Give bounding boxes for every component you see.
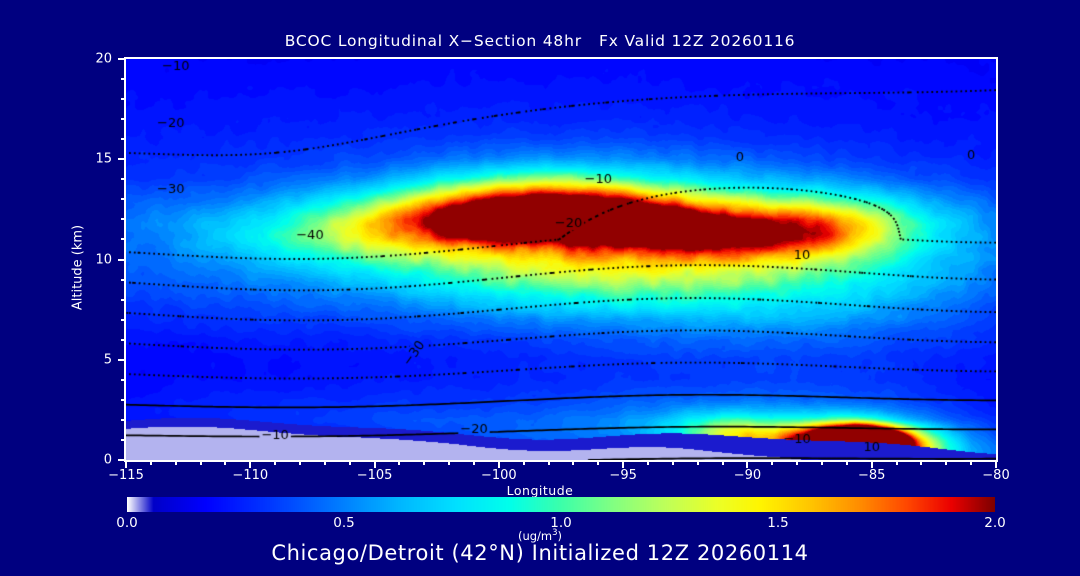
plot-area [124,57,998,462]
x-tick-mark [249,460,252,468]
x-tick-minor [323,460,326,465]
y-tick-minor [121,138,126,141]
x-tick-minor [945,460,948,465]
colorbar-units-text: (ug/m [517,528,553,543]
y-tick-mark [118,459,126,461]
colorbar-tick-label: 1.5 [767,515,789,531]
y-tick-minor [121,118,126,121]
x-tick-label: −110 [232,468,269,483]
x-tick-minor [771,460,774,465]
x-tick-minor [473,460,475,465]
y-tick-minor [121,418,126,421]
x-tick-minor [895,460,898,465]
y-tick-label: 15 [95,151,112,167]
y-tick-label: 0 [103,452,112,468]
chart-title: BCOC Longitudinal X−Section 48hr Fx Vali… [284,32,796,50]
chart-caption: Chicago/Detroit (42°N) Initialized 12Z 2… [271,541,809,565]
x-tick-label: −105 [356,468,393,483]
x-tick-mark [622,460,625,468]
x-tick-minor [572,460,575,465]
x-tick-minor [522,460,525,465]
colorbar-gradient [127,497,995,512]
x-tick-label: −80 [982,468,1010,483]
x-tick-minor [398,460,401,465]
x-tick-minor [547,460,550,465]
colorbar-tick-label: 2.0 [984,515,1006,531]
y-tick-mark [118,58,126,60]
x-tick-minor [423,460,426,465]
x-tick-minor [696,460,699,465]
y-axis-label: Altitude (km) [70,224,86,311]
y-tick-minor [121,438,126,441]
x-tick-minor [597,460,600,465]
y-tick-minor [121,378,126,381]
y-tick-minor [121,338,126,341]
colorbar-tick-label: 1.0 [550,515,572,531]
x-tick-minor [174,460,177,465]
x-tick-mark [746,460,749,468]
colorbar [127,497,995,512]
x-tick-label: −85 [857,468,886,483]
x-tick-label: −95 [609,468,637,483]
y-tick-mark [118,258,126,261]
y-tick-label: 20 [95,51,112,67]
y-tick-minor [121,278,126,281]
y-tick-minor [121,178,126,181]
x-tick-label: −90 [733,468,762,483]
x-tick-label: −100 [480,468,517,483]
colorbar-units: (ug/m3) [0,528,1080,543]
x-tick-minor [199,460,202,465]
x-tick-minor [721,460,724,465]
x-tick-minor [149,460,152,465]
y-tick-minor [121,398,126,401]
x-tick-minor [224,460,227,465]
y-tick-minor [121,78,126,81]
x-tick-minor [299,460,301,465]
x-tick-minor [274,460,277,465]
x-tick-mark [373,460,376,468]
y-tick-minor [121,298,126,301]
x-axis-label: Longitude [506,483,574,498]
x-tick-minor [845,460,848,465]
y-tick-minor [121,98,126,101]
y-tick-label: 5 [103,352,112,368]
y-tick-minor [121,318,126,321]
x-tick-mark [995,460,997,468]
y-tick-minor [121,198,126,201]
y-tick-minor [121,218,126,221]
x-tick-mark [497,460,500,468]
y-tick-label: 10 [95,252,112,267]
x-tick-minor [920,460,923,465]
x-tick-mark [125,460,127,468]
y-tick-mark [118,358,126,361]
y-tick-mark [118,158,126,161]
colorbar-units-exponent: 3 [552,528,558,538]
x-tick-minor [970,460,973,465]
x-tick-minor [796,460,799,465]
colorbar-tick-label: 0.0 [116,515,138,531]
x-tick-label: −115 [108,468,144,483]
x-tick-minor [821,460,823,465]
x-tick-minor [671,460,674,465]
y-tick-minor [121,238,126,241]
x-tick-minor [348,460,351,465]
x-tick-minor [448,460,451,465]
colorbar-units-tail: ) [557,528,563,543]
x-tick-minor [647,460,649,465]
colorbar-tick-label: 0.5 [333,515,355,531]
contour-overlay-canvas [126,59,996,460]
x-tick-mark [870,460,873,468]
